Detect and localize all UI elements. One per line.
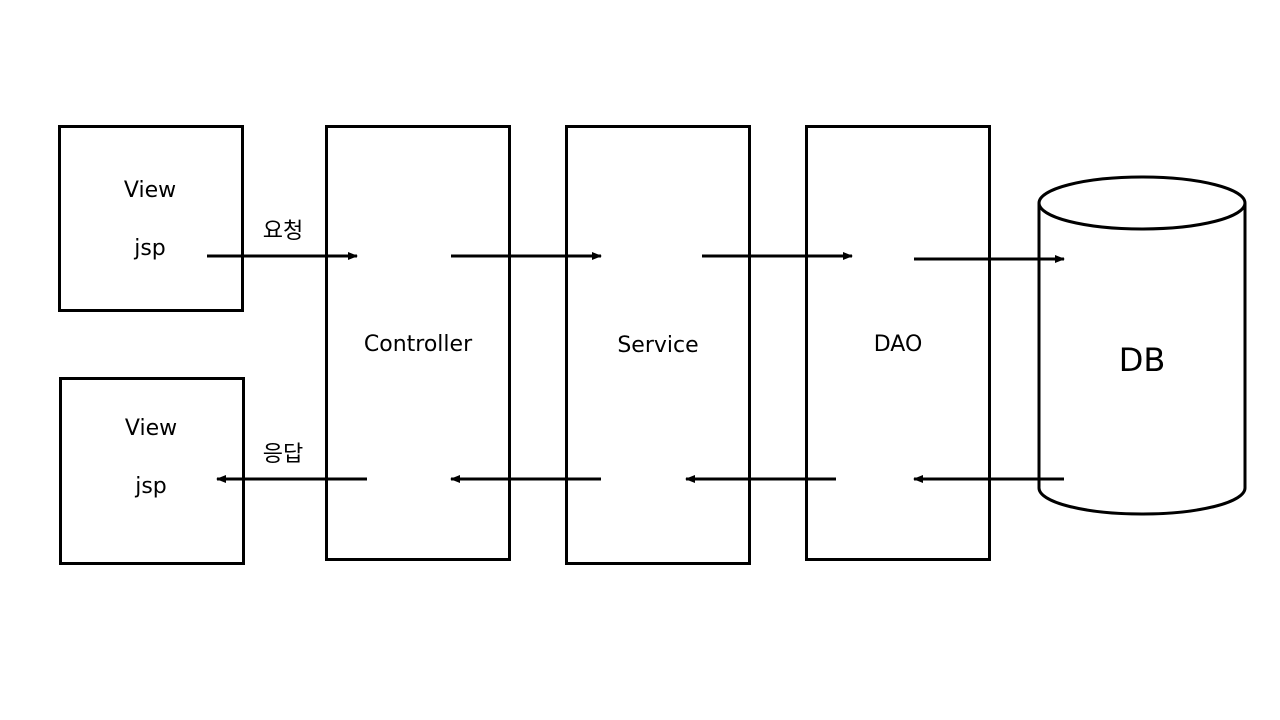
view-response-box: [59, 377, 245, 565]
db-label: DB: [1118, 341, 1166, 379]
service-box: [565, 125, 751, 565]
response-label: 응답: [262, 442, 304, 467]
controller-box: [325, 125, 511, 561]
view-request-title: View: [123, 178, 177, 203]
dao-box: [805, 125, 991, 561]
service-label: Service: [617, 333, 699, 358]
dao-label: DAO: [873, 332, 923, 357]
view-response-subtitle: jsp: [135, 474, 167, 499]
request-label: 요청: [262, 219, 304, 244]
view-request-subtitle: jsp: [134, 236, 166, 261]
view-request-box: [58, 125, 244, 312]
view-response-title: View: [124, 416, 178, 441]
controller-label: Controller: [363, 332, 473, 357]
